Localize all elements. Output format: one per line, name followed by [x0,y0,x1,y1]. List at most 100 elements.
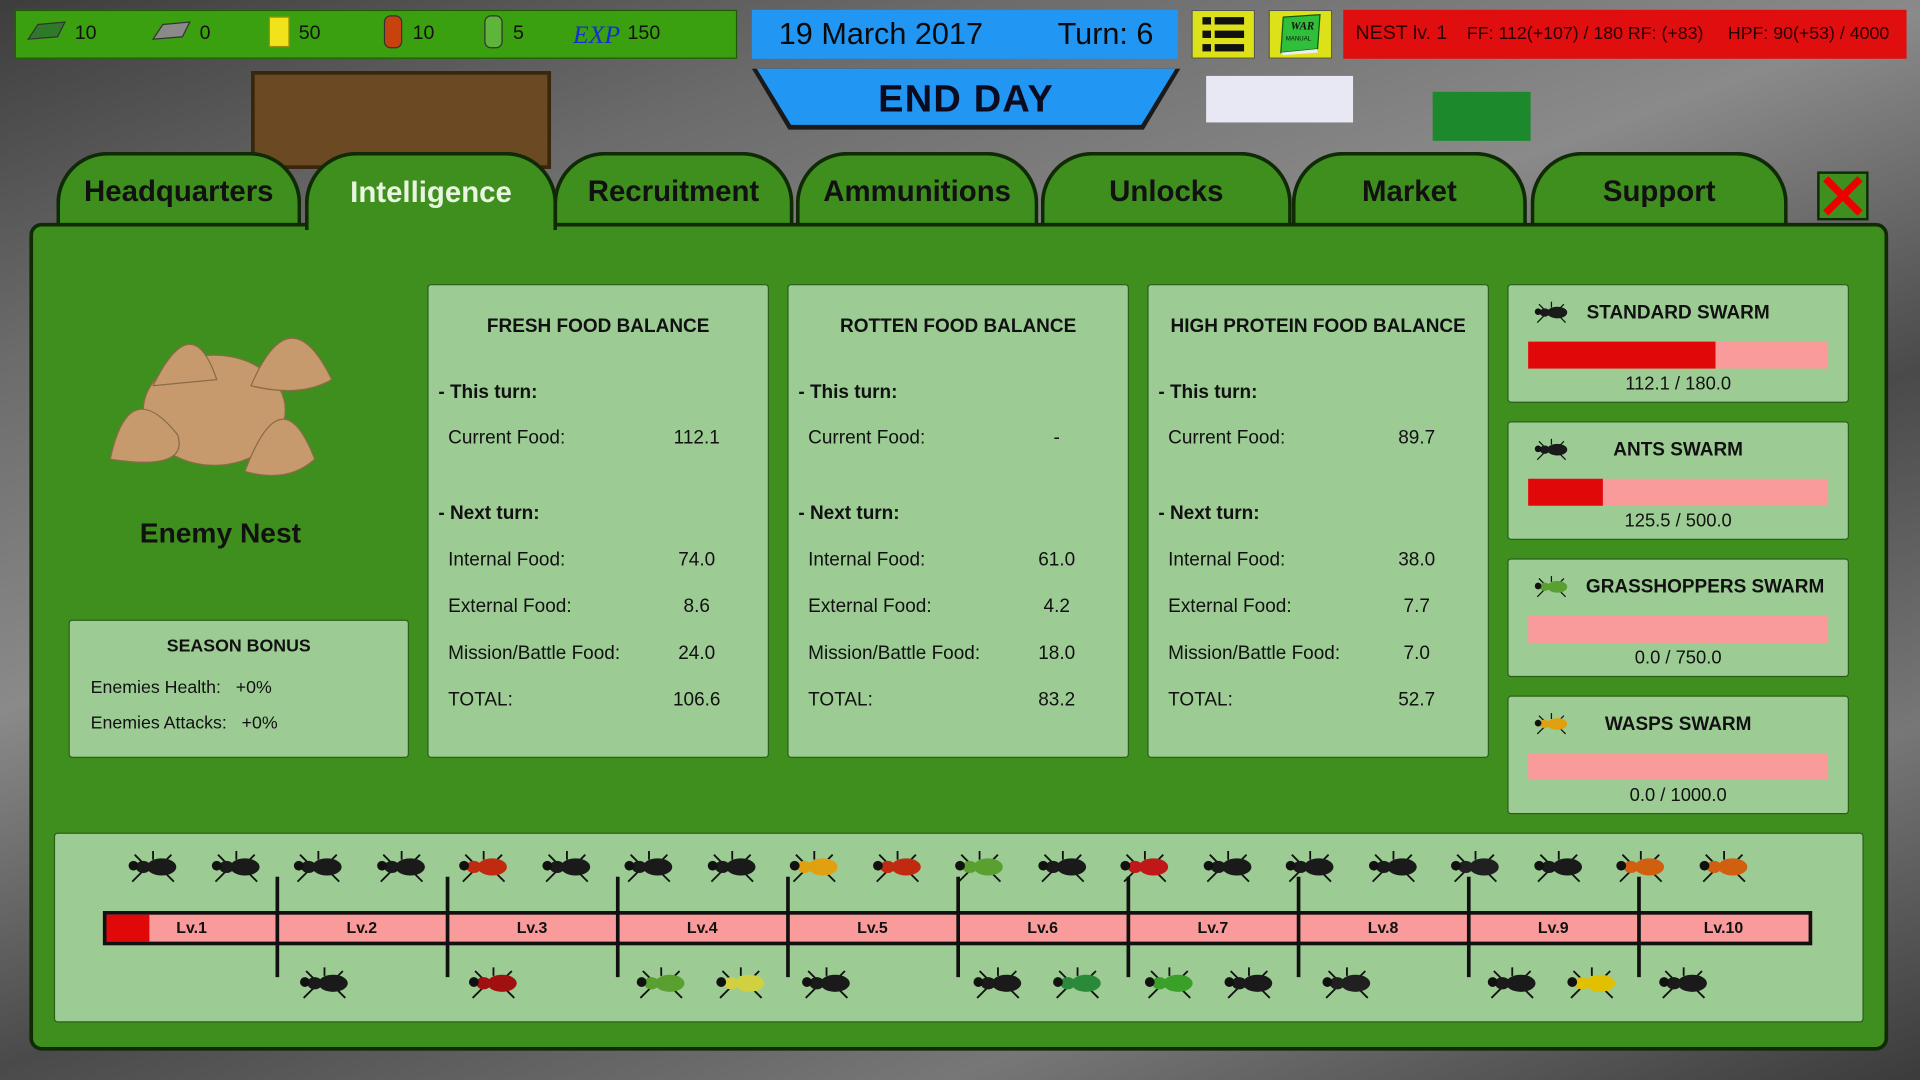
hornet-icon [1610,845,1671,894]
label: External Food: [1168,596,1292,618]
label: Mission/Battle Food: [808,642,981,664]
menu-button[interactable] [1191,9,1256,59]
swarm-name: STANDARD SWARM [1586,302,1770,324]
svg-text:MANUAL: MANUAL [1286,35,1312,42]
scorpion-icon [1316,961,1377,1010]
ant-icon [1528,845,1589,894]
beetle-icon [1653,961,1714,1010]
label: Internal Food: [448,549,566,571]
value: 83.2 [1038,689,1076,711]
red-ant-icon [453,845,514,894]
yellow-block-icon [267,14,291,54]
swarm-name: ANTS SWARM [1613,439,1744,461]
end-day-label: END DAY [878,77,1055,121]
level-label: Lv.3 [516,918,548,937]
swarm-box-wasps-swarm: WASPS SWARM 0.0 / 1000.0 [1507,695,1849,815]
grey-ingot-icon [151,19,193,50]
label: External Food: [808,596,932,618]
level-label: Lv.1 [176,918,207,937]
end-day-shape [751,68,1181,130]
war-manual-button[interactable]: WAR MANUAL [1268,9,1333,59]
food-balance-title: ROTTEN FOOD BALANCE [840,315,1077,337]
value: 38.0 [1398,549,1436,571]
this-turn-heading: - This turn: [1158,382,1258,403]
swarm-progress-bar [1528,753,1829,781]
label: Enemies Attacks: [90,713,227,734]
level-progress-fill [106,914,150,942]
war-manual-book-icon: WAR MANUAL [1280,14,1321,56]
earwig-icon [796,961,857,1010]
resource-value: 5 [513,23,524,45]
value: 52.7 [1398,689,1436,711]
label: TOTAL: [1168,689,1233,711]
level-divider [786,876,790,978]
red-spider-icon [463,961,524,1010]
hornet-icon [1693,845,1754,894]
level-label: Lv.6 [1027,918,1058,937]
fly-icon [536,845,597,894]
resource-yellow-block: 50 [267,14,321,54]
level-divider [1126,876,1131,978]
experience: EXP 150 [573,19,660,50]
end-day-button[interactable]: END DAY [751,68,1181,130]
value: 7.0 [1403,642,1430,664]
next-turn-heading: - Next turn: [1158,503,1260,525]
grasshopper-icon [949,845,1010,894]
resource-bar: 10 0 50 10 5 EXP 150 [14,9,738,59]
swarm-name: WASPS SWARM [1604,713,1752,735]
value: 8.6 [683,596,710,618]
turn-text: Turn: 6 [1057,16,1154,51]
tab-market[interactable]: Market [1291,151,1527,228]
label: TOTAL: [808,689,873,711]
value: 24.0 [678,642,716,664]
resource-grey-ingot: 0 [151,19,210,50]
swarm-progress-fill [1528,341,1715,369]
season-bonus-box: SEASON BONUS Enemies Health: +0% Enemies… [68,619,409,758]
beetle-icon [1197,845,1258,894]
tab-headquarters[interactable]: Headquarters [56,151,302,228]
mosquito-icon [370,845,431,894]
label: Current Food: [808,427,926,449]
wasp-icon [784,845,845,894]
close-icon [1823,176,1863,216]
value: +0% [241,713,278,734]
label: Internal Food: [808,549,926,571]
swarm-value: 0.0 / 750.0 [1634,647,1722,669]
tab-ammunitions[interactable]: Ammunitions [795,151,1039,228]
cricket-icon [1362,845,1423,894]
tab-intelligence[interactable]: Intelligence [304,151,558,231]
resource-green-ingot: 10 [26,19,97,50]
tab-recruitment[interactable]: Recruitment [553,151,794,228]
level-divider [1296,876,1301,978]
season-bonus-title: SEASON BONUS [166,636,311,657]
resource-value: 50 [298,23,321,45]
level-label: Lv.7 [1197,918,1229,937]
label: Current Food: [1168,427,1286,449]
level-divider [1637,876,1641,978]
beetle-icon [618,845,679,894]
tab-unlocks[interactable]: Unlocks [1040,151,1292,228]
spider-icon [701,845,762,894]
swarm-name: GRASSHOPPERS SWARM [1585,576,1825,598]
green-beetle-icon [1047,961,1108,1010]
fresh-food-status: FF: 112(+107) / 180 [1466,24,1624,45]
tarantula-icon [1482,961,1543,1010]
label: TOTAL: [448,689,513,711]
date-text: 19 March 2017 [778,16,983,51]
resource-value: 10 [74,23,97,45]
rotten-food-status: RF: (+83) [1627,24,1704,45]
close-button[interactable] [1817,171,1869,221]
background-furniture [1206,75,1354,123]
value: 61.0 [1038,549,1076,571]
swarm-progress-bar [1528,615,1829,643]
value: 18.0 [1038,642,1076,664]
background-furniture [1432,91,1531,141]
red-ant-icon [866,845,927,894]
nest-name: Enemy Nest [139,516,302,549]
mantis-icon [1139,961,1200,1010]
value: +0% [235,678,272,698]
wasp-icon [1531,709,1573,744]
exp-label: EXP [573,18,621,49]
tab-support[interactable]: Support [1530,151,1788,228]
